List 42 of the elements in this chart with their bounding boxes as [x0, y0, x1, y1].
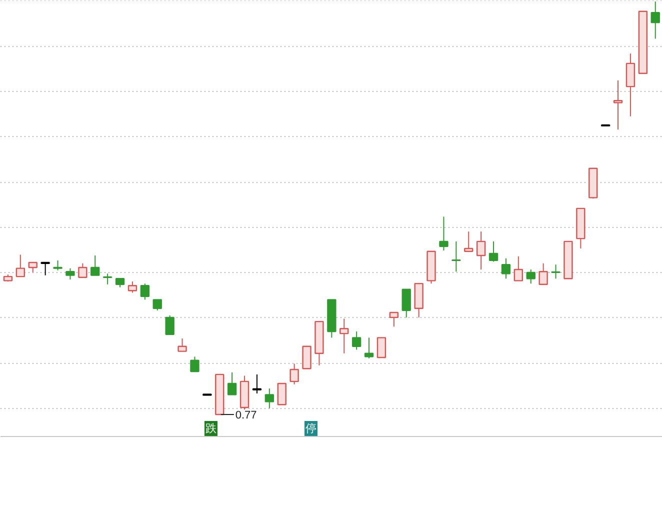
- candlestick: [302, 346, 312, 370]
- candlestick: [264, 388, 274, 409]
- candlestick: [514, 256, 524, 282]
- candlestick: [66, 268, 75, 280]
- candlestick: [626, 53, 636, 117]
- text: 跌: [205, 422, 216, 435]
- candlestick: [389, 312, 399, 328]
- candlestick: [452, 240, 461, 272]
- candlestick: [402, 288, 411, 318]
- candlestick: [152, 299, 162, 311]
- candlestick: [551, 264, 560, 280]
- candlestick: [90, 254, 100, 276]
- candlestick: [464, 231, 474, 252]
- candlestick: [128, 281, 138, 294]
- candlestick: [538, 262, 548, 286]
- candlestick: [16, 254, 26, 278]
- candlestick: [40, 262, 50, 276]
- candlestick: [501, 258, 511, 280]
- candlestick: [53, 260, 62, 271]
- candlestick: [227, 372, 237, 396]
- candlestick: [78, 262, 88, 278]
- text: 停: [305, 422, 316, 435]
- candlestick: [190, 356, 200, 372]
- annotation: 0.77: [235, 410, 257, 422]
- candlestick: [376, 337, 386, 358]
- candlestick: [28, 262, 38, 273]
- candlestick: [252, 374, 262, 394]
- candlestick: [364, 337, 374, 359]
- candlestick: [526, 269, 536, 284]
- candlestick: [352, 330, 362, 350]
- candlestick: [165, 314, 174, 335]
- candlestick: [488, 240, 498, 262]
- candlestick: [102, 273, 112, 285]
- candlestick: [178, 338, 187, 352]
- candlestick: [613, 80, 623, 130]
- candlestick: [277, 382, 286, 406]
- candlestick: [140, 283, 150, 300]
- candlestick: [650, 1, 660, 40]
- candlestick: [439, 216, 448, 252]
- candlestick: [340, 318, 349, 354]
- candlestick: [476, 231, 486, 270]
- candlestick: [290, 363, 299, 385]
